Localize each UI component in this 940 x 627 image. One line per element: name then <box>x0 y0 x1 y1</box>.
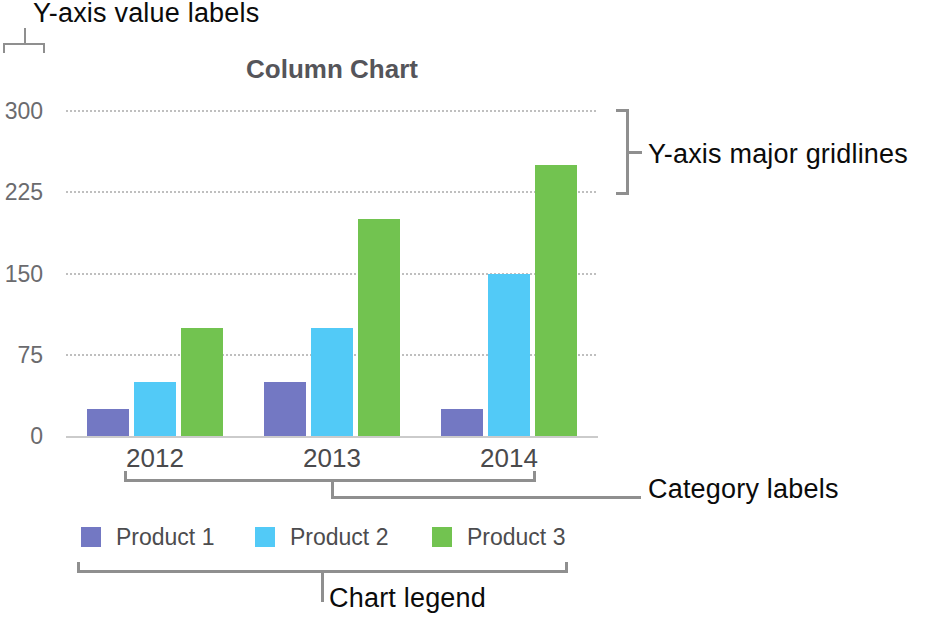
y-gridline-300 <box>66 110 598 112</box>
legend-label: Product 1 <box>116 527 214 547</box>
y-gridline-225 <box>66 191 598 193</box>
legend-swatch <box>81 527 101 547</box>
page: { "annotations": { "y_value_labels": "Y-… <box>0 0 940 627</box>
bracket-line <box>3 43 45 45</box>
y-axis-value-label: 150 <box>5 262 43 285</box>
plot-area <box>66 111 598 436</box>
callout-chart-legend: Chart legend <box>329 585 486 612</box>
y-axis-value-label: 75 <box>17 343 43 366</box>
legend-item: Product 3 <box>432 527 565 547</box>
chart-title: Column Chart <box>66 56 598 82</box>
legend-item: Product 2 <box>255 527 388 547</box>
bracket-line <box>629 151 642 154</box>
bracket-line <box>24 28 26 44</box>
callout-category-labels: Category labels <box>648 476 839 503</box>
legend-swatch <box>255 527 275 547</box>
bar-2013-product-2 <box>311 328 353 436</box>
bracket-line <box>43 43 45 53</box>
bar-2013-product-1 <box>264 382 306 436</box>
bar-2012-product-3 <box>181 328 223 436</box>
bar-2013-product-3 <box>358 219 400 436</box>
bracket-line <box>616 192 626 195</box>
legend-label: Product 2 <box>290 527 388 547</box>
bar-2012-product-1 <box>87 409 129 436</box>
category-label: 2013 <box>303 445 361 471</box>
y-axis-value-label: 300 <box>5 100 43 123</box>
bracket-line <box>616 109 626 112</box>
category-label: 2012 <box>126 445 184 471</box>
legend-item: Product 1 <box>81 527 214 547</box>
bar-2012-product-2 <box>134 382 176 436</box>
category-labels-row: 2012 2013 2014 <box>0 445 940 473</box>
bar-2014-product-2 <box>488 274 530 437</box>
bracket-line <box>124 479 536 482</box>
category-label: 2014 <box>480 445 538 471</box>
callout-y-axis-major-gridlines: Y-axis major gridlines <box>648 141 908 168</box>
bracket-line <box>321 570 324 602</box>
y-axis-value-label: 225 <box>5 181 43 204</box>
legend-label: Product 3 <box>467 527 565 547</box>
bar-2014-product-3 <box>535 165 577 436</box>
legend-swatch <box>432 527 452 547</box>
bracket-line <box>3 43 5 53</box>
bar-2014-product-1 <box>441 409 483 436</box>
bracket-line <box>331 496 641 499</box>
y-axis-labels-column: 075150225300 <box>0 111 43 436</box>
callout-y-axis-value-labels: Y-axis value labels <box>33 0 259 27</box>
